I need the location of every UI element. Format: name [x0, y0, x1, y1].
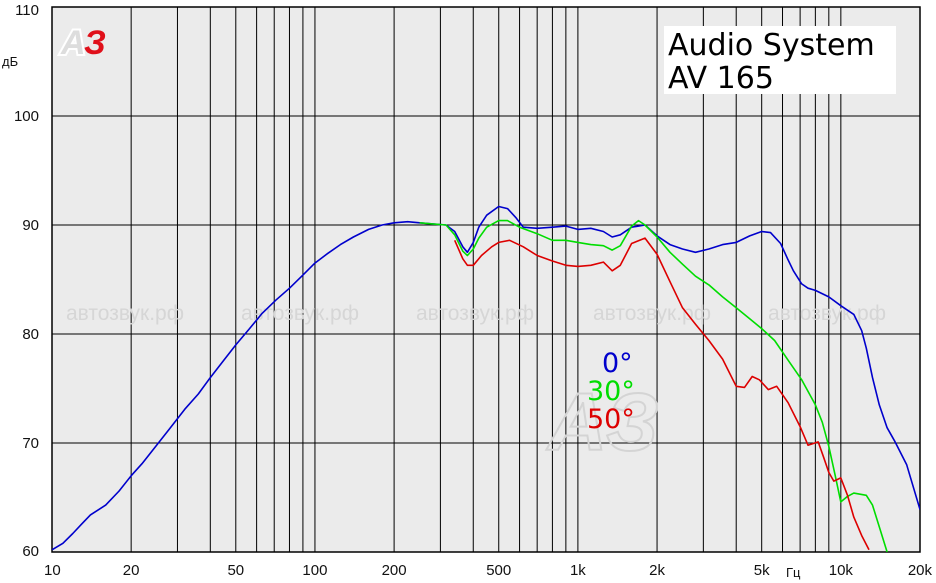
grid — [52, 7, 920, 552]
watermarks: автозвук.рф автозвук.рф автозвук.рф автозву… — [66, 302, 886, 325]
watermark-text: автозвук.рф — [593, 302, 711, 325]
watermark-text: автозвук.рф — [768, 302, 886, 325]
chart-title-line-1: Audio System — [668, 28, 875, 63]
legend: 0°30°50° — [587, 348, 635, 435]
x-tick-label: 20k — [908, 562, 933, 579]
y-tick-label: 100 — [14, 108, 39, 125]
series-line-0 — [52, 205, 920, 551]
curves — [52, 205, 920, 552]
x-tick-label: 20 — [123, 562, 140, 579]
az-logo: А А З — [58, 22, 106, 64]
x-tick-label: 200 — [382, 562, 407, 579]
az-watermark-logo: А З — [545, 376, 660, 469]
tick-labels: 60 70 80 90 100 110 10 20 50 100 200 500 1k 2k 5k 10k 20… — [14, 2, 933, 579]
watermark-text: автозвук.рф — [241, 302, 359, 325]
x-tick-label: 2k — [649, 562, 665, 579]
legend-entry-2: 50° — [587, 404, 635, 435]
series-line-1 — [419, 219, 888, 552]
x-tick-label: 10k — [829, 562, 854, 579]
svg-text:З: З — [606, 377, 659, 468]
watermark-text: автозвук.рф — [416, 302, 534, 325]
x-tick-label: 100 — [302, 562, 327, 579]
plot-area — [51, 6, 921, 553]
y-tick-label: 110 — [15, 2, 39, 19]
series-line-2 — [453, 237, 870, 551]
x-tick-label: 500 — [486, 562, 511, 579]
svg-text:А: А — [546, 377, 607, 468]
x-tick-label: 10 — [44, 562, 61, 579]
y-tick-label: 60 — [22, 543, 39, 560]
y-tick-label: 70 — [22, 435, 39, 452]
chart-title-line-2: AV 165 — [668, 61, 774, 96]
x-tick-label: 1k — [570, 562, 586, 579]
legend-entry-0: 0° — [602, 348, 633, 379]
y-axis-label: дБ — [2, 54, 18, 69]
x-tick-label: 5k — [754, 562, 770, 579]
svg-text:А: А — [60, 24, 86, 62]
y-tick-label: 90 — [22, 217, 39, 234]
y-tick-label: 80 — [22, 326, 39, 343]
svg-text:З: З — [84, 24, 106, 62]
x-tick-label: 50 — [227, 562, 244, 579]
title-backdrop — [664, 26, 896, 94]
svg-text:А: А — [60, 24, 86, 62]
legend-entry-1: 30° — [587, 376, 635, 407]
watermark-text: автозвук.рф — [66, 302, 184, 325]
x-axis-label: Гц — [786, 565, 801, 580]
